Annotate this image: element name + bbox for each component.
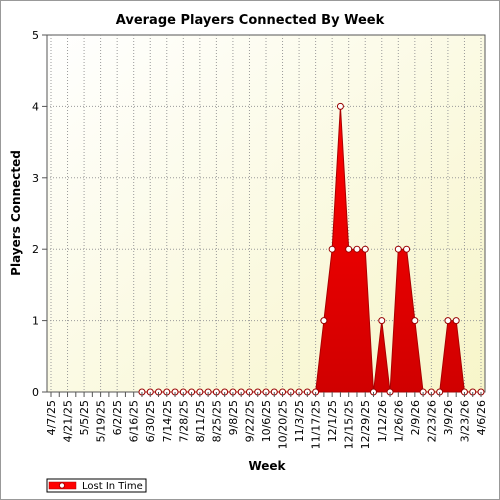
- x-tick-label: 11/3/25: [293, 400, 306, 442]
- x-tick-label: 7/28/25: [177, 400, 190, 442]
- x-tick-label: 3/23/26: [458, 400, 471, 442]
- x-tick-label: 4/6/26: [475, 400, 488, 435]
- legend-marker-icon: [58, 482, 66, 489]
- y-axis: 0 1 2 3 4 5: [32, 29, 47, 399]
- y-tick-label: 1: [32, 315, 39, 328]
- x-tick-label: 6/16/25: [128, 400, 141, 442]
- x-tick-label: 10/6/25: [260, 400, 273, 442]
- y-tick-label: 0: [32, 386, 39, 399]
- x-tick-label: 6/2/25: [111, 400, 124, 435]
- series-marker-layer: [138, 102, 485, 396]
- data-point: [336, 102, 344, 110]
- data-point: [361, 245, 369, 253]
- y-tick-label: 5: [32, 29, 39, 42]
- x-tick-label: 4/21/25: [62, 400, 75, 442]
- x-tick-label: 4/7/25: [45, 400, 58, 435]
- x-axis: 4/7/25 4/21/25 5/5/25 5/19/25 6/2/25 6/16/25 6…: [45, 392, 488, 449]
- x-tick-label: 12/1/25: [326, 400, 339, 442]
- data-point: [353, 245, 361, 253]
- x-axis-label: Week: [248, 459, 286, 473]
- x-tick-label: 8/11/25: [194, 400, 207, 442]
- y-tick-label: 4: [32, 100, 39, 113]
- x-tick-label: 2/9/26: [409, 400, 422, 435]
- data-point: [444, 317, 452, 325]
- x-tick-label: 2/23/26: [425, 400, 438, 442]
- x-tick-label: 1/26/26: [392, 400, 405, 442]
- data-point: [411, 317, 419, 325]
- x-tick-label: 8/25/25: [210, 400, 223, 442]
- x-tick-label: 5/19/25: [95, 400, 108, 442]
- data-point: [378, 317, 386, 325]
- x-tick-label: 11/17/25: [310, 400, 323, 449]
- data-point: [452, 317, 460, 325]
- data-point: [394, 245, 402, 253]
- legend-label: Lost In Time: [82, 481, 143, 492]
- x-tick-label: 7/14/25: [161, 400, 174, 442]
- y-tick-label: 2: [32, 243, 39, 256]
- x-tick-label: 1/12/26: [376, 400, 389, 442]
- x-tick-label: 9/8/25: [227, 400, 240, 435]
- x-tick-label: 3/9/26: [442, 400, 455, 435]
- data-point: [328, 245, 336, 253]
- y-axis-label: Players Connected: [9, 150, 23, 276]
- data-point: [320, 317, 328, 325]
- x-tick-label: 10/20/25: [277, 400, 290, 449]
- x-tick-label: 12/29/25: [359, 400, 372, 449]
- data-point: [345, 245, 353, 253]
- x-tick-label: 9/22/25: [243, 400, 256, 442]
- x-tick-label: 12/15/25: [343, 400, 356, 449]
- chart-title: Average Players Connected By Week: [116, 13, 385, 28]
- y-tick-label: 3: [32, 172, 39, 185]
- data-point: [403, 245, 411, 253]
- legend: Lost In Time: [46, 478, 147, 493]
- x-tick-label: 5/5/25: [78, 400, 91, 435]
- x-tick-label: 6/30/25: [144, 400, 157, 442]
